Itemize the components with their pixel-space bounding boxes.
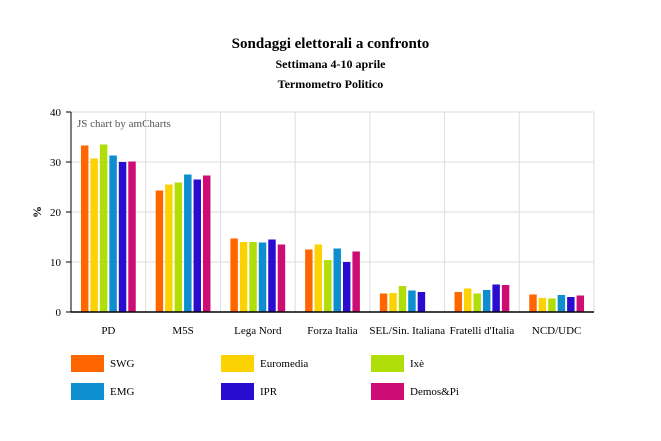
- bar: [249, 242, 257, 312]
- bar: [239, 242, 248, 312]
- bar: [464, 288, 472, 312]
- bar: [109, 155, 117, 312]
- chart-credit: JS chart by amCharts: [77, 118, 171, 130]
- bar: [567, 297, 575, 312]
- bar: [529, 294, 537, 312]
- legend-label: SWG: [110, 357, 135, 370]
- bar: [501, 285, 510, 312]
- bar: [155, 190, 164, 312]
- y-tick-label: 40: [50, 107, 62, 119]
- y-axis-label: %: [30, 206, 44, 218]
- bar: [277, 244, 286, 312]
- legend-label: Euromedia: [260, 357, 309, 370]
- legend-item[interactable]: Ixè: [371, 355, 424, 372]
- legend-swatch: [71, 383, 104, 400]
- bar: [454, 292, 463, 312]
- x-tick-label: SEL/Sin. Italiana: [369, 325, 445, 337]
- legend-swatch: [221, 383, 254, 400]
- bar: [90, 158, 98, 312]
- bar: [548, 298, 556, 312]
- y-tick-label: 10: [50, 257, 62, 269]
- bar: [202, 175, 211, 312]
- legend-item[interactable]: Demos&Pi: [371, 383, 459, 400]
- chart-legend: SWG Euromedia Ixè EMG IPR Demos&Pi: [71, 355, 571, 405]
- chart-titles: Sondaggi elettorali a confronto Settiman…: [0, 34, 661, 94]
- bar: [193, 179, 201, 312]
- bar: [398, 286, 407, 312]
- legend-swatch: [371, 355, 404, 372]
- legend-item[interactable]: EMG: [71, 383, 134, 400]
- bar: [417, 292, 426, 312]
- bar: [473, 293, 481, 312]
- bar: [389, 293, 397, 312]
- bar: [333, 248, 341, 312]
- bar: [258, 242, 267, 312]
- chart-title: Sondaggi elettorali a confronto: [231, 36, 430, 52]
- x-tick-label: M5S: [172, 325, 193, 337]
- legend-swatch: [221, 355, 254, 372]
- bar: [314, 244, 323, 312]
- bar: [557, 295, 566, 312]
- bar: [538, 298, 547, 312]
- bar: [118, 162, 127, 312]
- bar: [482, 290, 491, 312]
- bar: [230, 238, 238, 312]
- bar: [174, 182, 183, 312]
- x-tick-label: Lega Nord: [234, 325, 282, 337]
- legend-label: Ixè: [410, 357, 425, 370]
- y-tick-label: 20: [50, 207, 62, 219]
- y-tick-label: 30: [50, 157, 62, 169]
- bar: [352, 251, 360, 312]
- bar: [268, 239, 276, 312]
- bar: [80, 145, 89, 312]
- legend-item[interactable]: Euromedia: [221, 355, 308, 372]
- bar: [305, 249, 313, 312]
- y-tick-label: 0: [56, 307, 62, 319]
- legend-swatch: [371, 383, 404, 400]
- bar: [128, 161, 136, 312]
- bar: [165, 184, 173, 312]
- legend-label: Demos&Pi: [410, 385, 459, 398]
- chart-subtitle: Settimana 4-10 aprile: [275, 57, 386, 71]
- bar: [576, 295, 585, 312]
- x-tick-label: Fratelli d'Italia: [450, 325, 515, 337]
- legend-label: IPR: [260, 385, 278, 398]
- legend-item[interactable]: IPR: [221, 383, 277, 400]
- legend-label: EMG: [110, 385, 135, 398]
- legend-swatch: [71, 355, 104, 372]
- bar: [408, 290, 416, 312]
- bar: [324, 260, 332, 312]
- x-tick-label: PD: [101, 325, 115, 337]
- bar: [342, 262, 351, 312]
- bar: [379, 293, 388, 312]
- bar: [99, 144, 108, 312]
- legend-item[interactable]: SWG: [71, 355, 134, 372]
- x-tick-label: Forza Italia: [307, 325, 358, 337]
- chart-source: Termometro Politico: [277, 77, 384, 91]
- bar: [184, 174, 192, 312]
- x-tick-label: NCD/UDC: [532, 325, 582, 337]
- bar: [492, 284, 500, 312]
